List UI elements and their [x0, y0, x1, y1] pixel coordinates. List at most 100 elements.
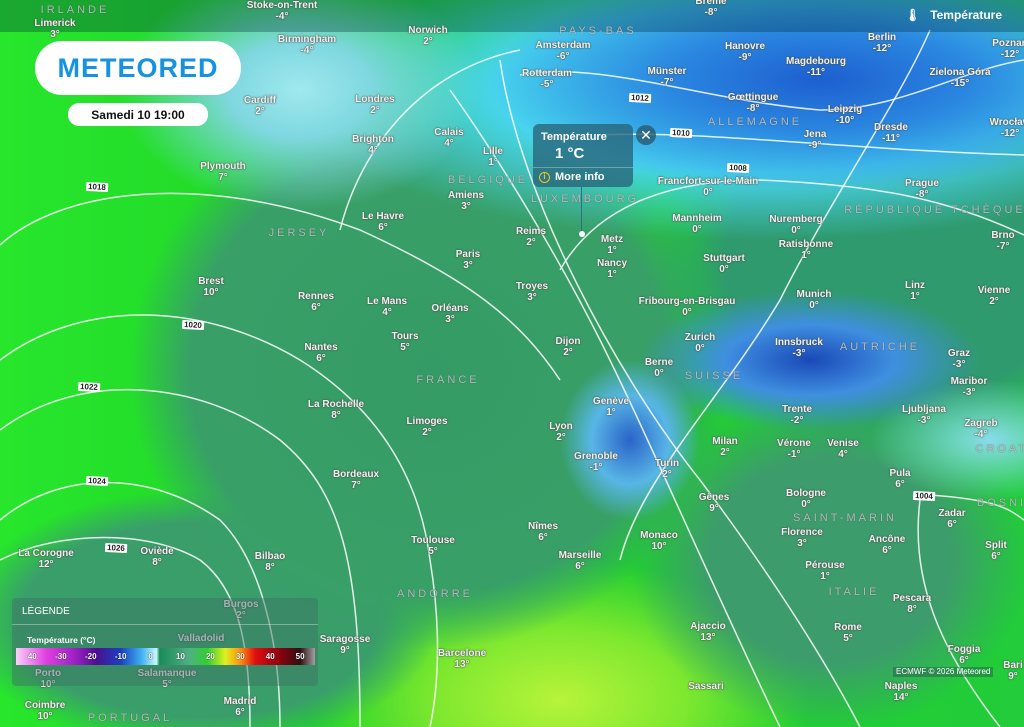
city-label[interactable]: Pula 6° [889, 468, 910, 490]
city-label[interactable]: Vérone -1° [777, 438, 811, 460]
city-label[interactable]: Florence 3° [781, 527, 823, 549]
more-info-link[interactable]: More info [555, 171, 605, 183]
city-label[interactable]: Nantes 6° [304, 342, 337, 364]
city-label[interactable]: Paris 3° [456, 249, 480, 271]
city-label[interactable]: Oviède 8° [140, 546, 173, 568]
city-label[interactable]: Rome 5° [834, 622, 862, 644]
city-label[interactable]: Birmingham -4° [278, 34, 336, 56]
city-label[interactable]: Stuttgart 0° [703, 253, 745, 275]
city-label[interactable]: Bari 9° [1003, 660, 1022, 682]
city-label[interactable]: Brno -7° [991, 230, 1014, 252]
city-label[interactable]: Linz 1° [905, 280, 925, 302]
city-label[interactable]: Zadar 6° [938, 508, 965, 530]
city-label[interactable]: Metz 1° [601, 234, 623, 256]
city-label[interactable]: Monaco 10° [640, 530, 678, 552]
city-label[interactable]: Gênes 9° [699, 492, 730, 514]
city-label[interactable]: Nancy 1° [597, 258, 627, 280]
city-label[interactable]: Münster -7° [648, 66, 687, 88]
city-label[interactable]: Wrocław-12° [990, 117, 1024, 139]
meteored-logo[interactable]: METEORED [35, 41, 241, 95]
city-label[interactable]: Troyes 3° [516, 281, 548, 303]
city-label[interactable]: Zagreb -4° [964, 418, 997, 440]
city-label[interactable]: Jena -9° [804, 129, 827, 151]
city-label[interactable]: Genève 1° [593, 396, 629, 418]
city-label[interactable]: Calais 4° [434, 127, 463, 149]
city-label[interactable]: Prague -8° [905, 178, 939, 200]
forecast-datetime[interactable]: Samedi 10 19:00 [68, 103, 208, 126]
city-label[interactable]: Saragosse 9° [320, 634, 371, 656]
city-label[interactable]: Vienne 2° [978, 285, 1011, 307]
city-label[interactable]: Nuremberg 0° [769, 214, 822, 236]
city-label[interactable]: Venise 4° [827, 438, 859, 460]
city-label[interactable]: Nîmes 6° [528, 521, 558, 543]
layer-selector[interactable]: 🌡 Température [905, 8, 1002, 22]
city-label[interactable]: Lille 1° [483, 146, 503, 168]
city-label[interactable]: Le Havre 6° [362, 211, 404, 233]
city-label[interactable]: Toulouse 5° [411, 535, 455, 557]
city-label[interactable]: Grenoble -1° [574, 451, 618, 473]
city-label[interactable]: Brest 10° [198, 276, 224, 298]
city-label[interactable]: Maribor -3° [951, 376, 988, 398]
city-label[interactable]: Trente -2° [782, 404, 812, 426]
city-label[interactable]: Rennes 6° [298, 291, 334, 313]
city-label[interactable]: Bordeaux 7° [333, 469, 379, 491]
city-label[interactable]: Poznań-12° [992, 38, 1024, 60]
city-label[interactable]: Brême -8° [695, 0, 726, 18]
city-label[interactable]: Ljubljana -3° [902, 404, 946, 426]
city-label[interactable]: Zielona Góra -15° [929, 67, 990, 89]
city-label[interactable]: Innsbruck -3° [775, 337, 823, 359]
city-label[interactable]: Coimbre 10° [25, 700, 66, 722]
city-label[interactable]: Norwich 2° [408, 25, 447, 47]
city-label[interactable]: Limerick 3° [34, 18, 75, 40]
city-label[interactable]: Plymouth 7° [200, 161, 246, 183]
city-label[interactable]: Turin 2° [655, 458, 679, 480]
city-label[interactable]: Zurich 0° [685, 332, 716, 354]
city-label[interactable]: La Corogne 12° [18, 548, 74, 570]
city-label[interactable]: Amiens 3° [448, 190, 484, 212]
city-label[interactable]: Magdebourg -11° [786, 56, 846, 78]
city-label[interactable]: Naples 14° [885, 681, 918, 703]
city-label[interactable]: Dresde -11° [874, 122, 908, 144]
city-label[interactable]: Burgos 2° [224, 599, 259, 621]
city-label[interactable]: Porto 10° [35, 668, 61, 690]
city-label[interactable]: Foggia 6° [948, 644, 981, 666]
city-label[interactable]: Leipzig -10° [828, 104, 862, 126]
city-label[interactable]: Francfort-sur-le-Main 0° [658, 176, 759, 198]
city-label[interactable]: Bologne 0° [786, 488, 826, 510]
city-label[interactable]: Amsterdam -6° [535, 40, 590, 62]
city-label[interactable]: Reims 2° [516, 226, 546, 248]
city-label[interactable]: Mannheim 0° [672, 213, 721, 235]
city-label[interactable]: Cardiff 2° [244, 95, 276, 117]
city-label[interactable]: Rotterdam -5° [522, 68, 572, 90]
city-label[interactable]: Dijon 2° [556, 336, 581, 358]
city-label[interactable]: Orléans 3° [431, 303, 468, 325]
city-label[interactable]: Berne 0° [645, 357, 673, 379]
city-label[interactable]: Salamanque 5° [138, 668, 197, 690]
city-label[interactable]: Milan 2° [712, 436, 738, 458]
city-label[interactable]: Gœttingue -8° [728, 92, 779, 114]
city-label[interactable]: Brighton 4° [352, 134, 394, 156]
city-label[interactable]: La Rochelle 8° [308, 399, 364, 421]
city-label[interactable]: Le Mans 4° [367, 296, 407, 318]
city-label[interactable]: Pescara 8° [893, 593, 931, 615]
city-label[interactable]: Stoke-on-Trent -4° [247, 0, 318, 22]
city-label[interactable]: Berlin -12° [868, 32, 896, 54]
city-label[interactable]: Fribourg-en-Brisgau 0° [639, 296, 736, 318]
city-label[interactable]: Split 6° [985, 540, 1007, 562]
city-label[interactable]: Ajaccio 13° [690, 621, 726, 643]
city-label[interactable]: Valladolid [178, 633, 225, 644]
city-label[interactable]: Ancône 6° [869, 534, 906, 556]
city-label[interactable]: Pérouse 1° [805, 560, 844, 582]
city-label[interactable]: Sassari [688, 681, 724, 692]
city-label[interactable]: Marseille 6° [559, 550, 602, 572]
city-label[interactable]: Londres 2° [355, 94, 394, 116]
city-label[interactable]: Graz -3° [948, 348, 970, 370]
city-label[interactable]: Bilbao 8° [255, 551, 286, 573]
city-label[interactable]: Hanovre -9° [725, 41, 765, 63]
city-label[interactable]: Munich 0° [797, 289, 832, 311]
city-label[interactable]: Tours 5° [391, 331, 418, 353]
close-icon[interactable]: ✕ [636, 125, 656, 145]
city-label[interactable]: Lyon 2° [549, 421, 573, 443]
city-label[interactable]: Barcelone 13° [438, 648, 486, 670]
city-label[interactable]: Ratisbonne 1° [779, 239, 833, 261]
